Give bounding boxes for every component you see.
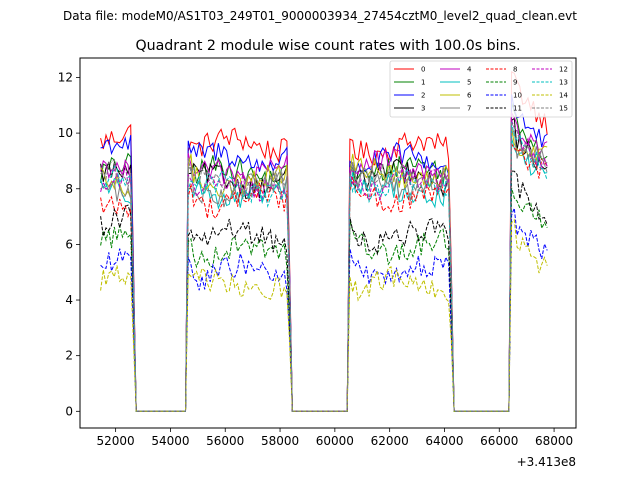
x-tick-label: 66000 xyxy=(480,434,518,448)
y-tick-label: 2 xyxy=(65,349,73,363)
legend-label: 13 xyxy=(559,79,568,87)
legend-label: 7 xyxy=(467,105,471,113)
x-tick-label: 58000 xyxy=(261,434,299,448)
legend-label: 3 xyxy=(421,105,425,113)
legend-label: 8 xyxy=(513,66,517,74)
legend-label: 12 xyxy=(559,66,568,74)
y-tick-label: 4 xyxy=(65,293,73,307)
x-tick-label: 62000 xyxy=(371,434,409,448)
legend-label: 10 xyxy=(513,92,522,100)
legend-label: 11 xyxy=(513,105,522,113)
y-axis: 0 2 4 6 8 10 12 xyxy=(58,70,80,418)
x-axis: 52000 54000 56000 58000 60000 62000 64000 66000… xyxy=(97,428,573,448)
x-tick-label: 52000 xyxy=(97,434,135,448)
legend-label: 5 xyxy=(467,79,471,87)
legend-label: 14 xyxy=(559,92,568,100)
series-line-14 xyxy=(100,218,548,412)
x-offset-label: +3.413e8 xyxy=(517,455,576,469)
x-tick-label: 54000 xyxy=(151,434,189,448)
axes-frame xyxy=(79,57,577,429)
y-tick-label: 10 xyxy=(58,126,73,140)
chart-title: Quadrant 2 module wise count rates with … xyxy=(135,38,520,54)
legend-label: 6 xyxy=(467,92,472,100)
x-tick-label: 68000 xyxy=(535,434,573,448)
series-layer xyxy=(100,70,548,412)
x-tick-label: 56000 xyxy=(206,434,244,448)
x-tick-label: 64000 xyxy=(425,434,463,448)
y-tick-label: 0 xyxy=(65,404,73,418)
legend-label: 1 xyxy=(421,79,425,87)
legend-label: 4 xyxy=(467,66,472,74)
chart-suptitle: Data file: modeM0/AS1T03_249T01_90000039… xyxy=(63,9,577,23)
y-tick-label: 8 xyxy=(65,182,73,196)
series-line-15 xyxy=(100,122,548,412)
y-tick-label: 12 xyxy=(58,70,73,84)
legend-label: 15 xyxy=(559,105,568,113)
legend-label: 2 xyxy=(421,92,425,100)
legend-label: 9 xyxy=(513,79,517,87)
y-tick-label: 6 xyxy=(65,237,73,251)
legend-box xyxy=(389,60,573,118)
x-tick-label: 60000 xyxy=(316,434,354,448)
legend-label: 0 xyxy=(421,66,425,74)
